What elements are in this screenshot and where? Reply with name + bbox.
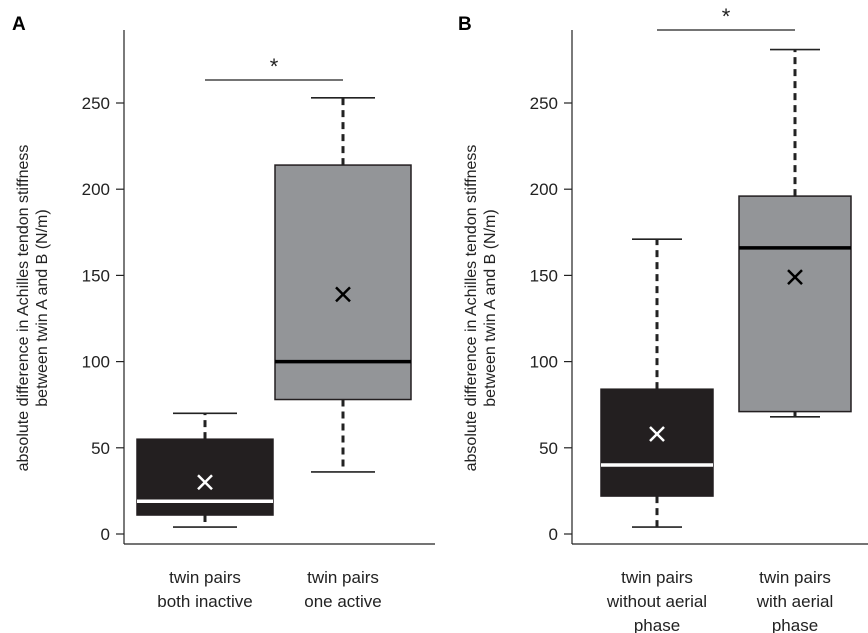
mean-marker <box>649 426 665 442</box>
box-group <box>274 97 412 473</box>
box-group <box>136 412 274 528</box>
y-tick-label: 0 <box>101 525 110 544</box>
category-label-line: both inactive <box>157 592 252 611</box>
category-label-line: with aerial <box>756 592 834 611</box>
y-axis-title: absolute difference in Achilles tendon s… <box>15 145 51 472</box>
y-axis-title-line: between twin A and B (N/m) <box>34 209 51 406</box>
panel-letter: B <box>458 14 472 35</box>
panel-letter: A <box>12 14 26 35</box>
y-tick-label: 200 <box>530 180 558 199</box>
y-tick-label: 250 <box>82 94 110 113</box>
box-iqr <box>136 438 274 516</box>
y-tick-label: 0 <box>549 525 558 544</box>
category-label-line: phase <box>772 616 818 633</box>
category-label-line: twin pairs <box>169 568 241 587</box>
category-label-line: one active <box>304 592 382 611</box>
significance-star: * <box>722 4 731 29</box>
panel-b: B 0 50 100 150 200 250 absolute difference in A… <box>458 4 868 633</box>
y-tick-label: 250 <box>530 94 558 113</box>
category-label-line: phase <box>634 616 680 633</box>
y-tick-label: 150 <box>82 266 110 285</box>
category-label-line: twin pairs <box>307 568 379 587</box>
y-tick-label: 200 <box>82 180 110 199</box>
significance-star: * <box>270 54 279 79</box>
mean-marker <box>335 286 351 303</box>
y-axis-title-line: between twin A and B (N/m) <box>482 209 499 406</box>
y-tick-label: 100 <box>530 353 558 372</box>
box-group <box>738 48 852 418</box>
box-group <box>600 238 714 528</box>
y-axis-title-line: absolute difference in Achilles tendon s… <box>15 145 32 472</box>
y-tick-label: 50 <box>91 439 110 458</box>
category-label: twin pairs one active <box>304 568 382 611</box>
category-label-line: without aerial <box>606 592 707 611</box>
box-iqr <box>600 388 714 497</box>
y-axis-title-line: absolute difference in Achilles tendon s… <box>463 145 480 472</box>
category-label: twin pairs with aerial phase <box>756 568 834 633</box>
y-tick-label: 150 <box>530 266 558 285</box>
category-label-line: twin pairs <box>759 568 831 587</box>
y-tick-label: 50 <box>539 439 558 458</box>
y-tick-label: 100 <box>82 353 110 372</box>
category-label: twin pairs without aerial phase <box>606 568 707 633</box>
category-label-line: twin pairs <box>621 568 693 587</box>
category-label: twin pairs both inactive <box>157 568 252 611</box>
box-iqr <box>274 164 412 401</box>
mean-marker <box>787 269 803 286</box>
panel-a: A 0 50 100 150 200 250 absolute difference in A… <box>12 14 435 611</box>
mean-marker <box>197 474 213 491</box>
y-axis-title: absolute difference in Achilles tendon s… <box>463 145 499 472</box>
box-iqr <box>738 195 852 413</box>
